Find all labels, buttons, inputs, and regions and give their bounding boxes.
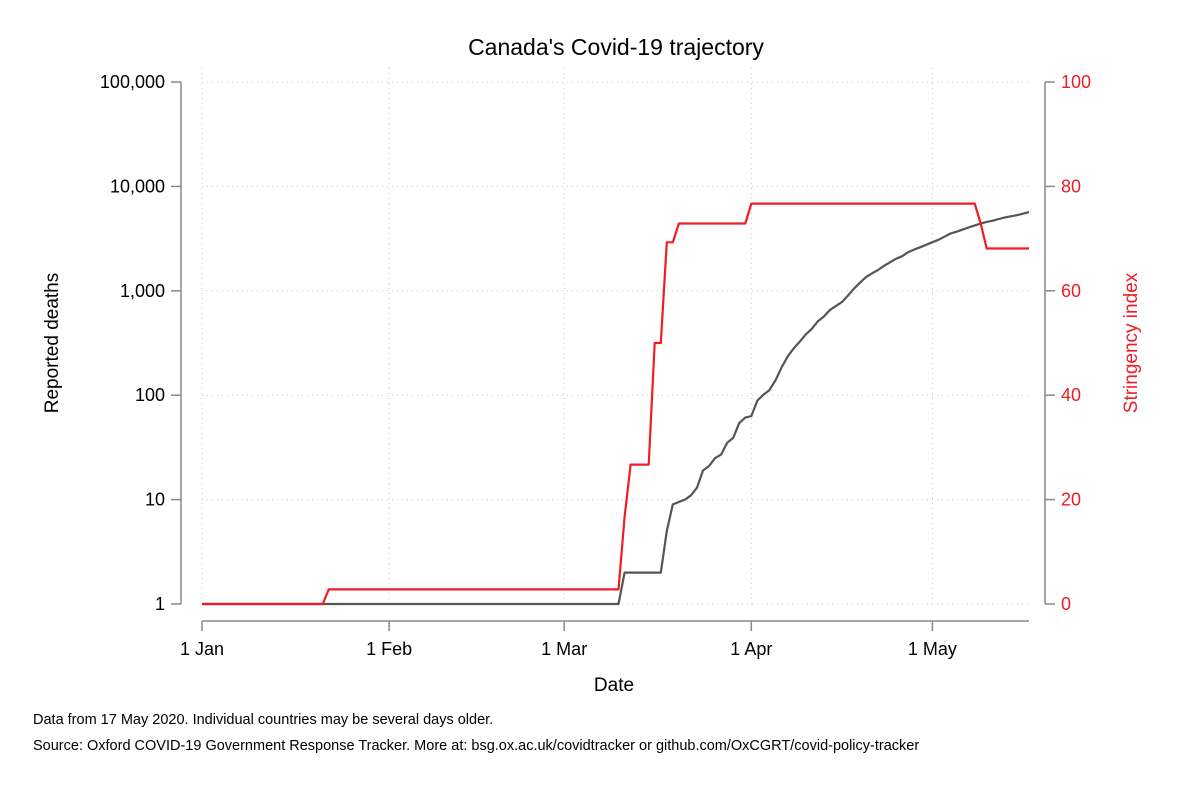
y-tick-label: 10 [145,490,165,510]
y2-tick-label: 0 [1061,594,1071,614]
y2-tick-label: 100 [1061,72,1091,92]
reported-deaths-line [202,211,1030,606]
grid [201,68,1029,605]
x-tick-label: 1 Jan [180,639,224,659]
y2-axis-label: Stringency index [1121,272,1142,413]
y-tick-label: 1,000 [120,281,165,301]
y2-tick-label: 80 [1061,176,1081,196]
y-tick-label: 100 [135,385,165,405]
y2-tick-label: 20 [1061,490,1081,510]
x-tick-label: 1 May [908,639,957,659]
series-layer [202,202,1030,606]
y-tick-label: 100,000 [100,72,165,92]
x-tick-label: 1 Apr [730,639,772,659]
y-tick-label: 10,000 [110,176,165,196]
y-tick-label: 1 [155,594,165,614]
x-axis-label: Date [594,675,634,696]
y-axis-label: Reported deaths [42,273,63,414]
y2-tick-label: 60 [1061,281,1081,301]
x-tick-label: 1 Feb [366,639,412,659]
x-tick-label: 1 Mar [541,639,587,659]
data-date-note: Data from 17 May 2020. Individual countr… [33,712,494,728]
chart-title: Canada's Covid-19 trajectory [468,34,764,60]
y2-tick-label: 40 [1061,385,1081,405]
stringency-index-line [202,202,1029,606]
axes: 1 10 100 1,000 10,000 100,000 0 20 40 60 80 100 1 Ja… [100,72,1091,659]
source-note: Source: Oxford COVID-19 Government Respo… [33,738,920,754]
